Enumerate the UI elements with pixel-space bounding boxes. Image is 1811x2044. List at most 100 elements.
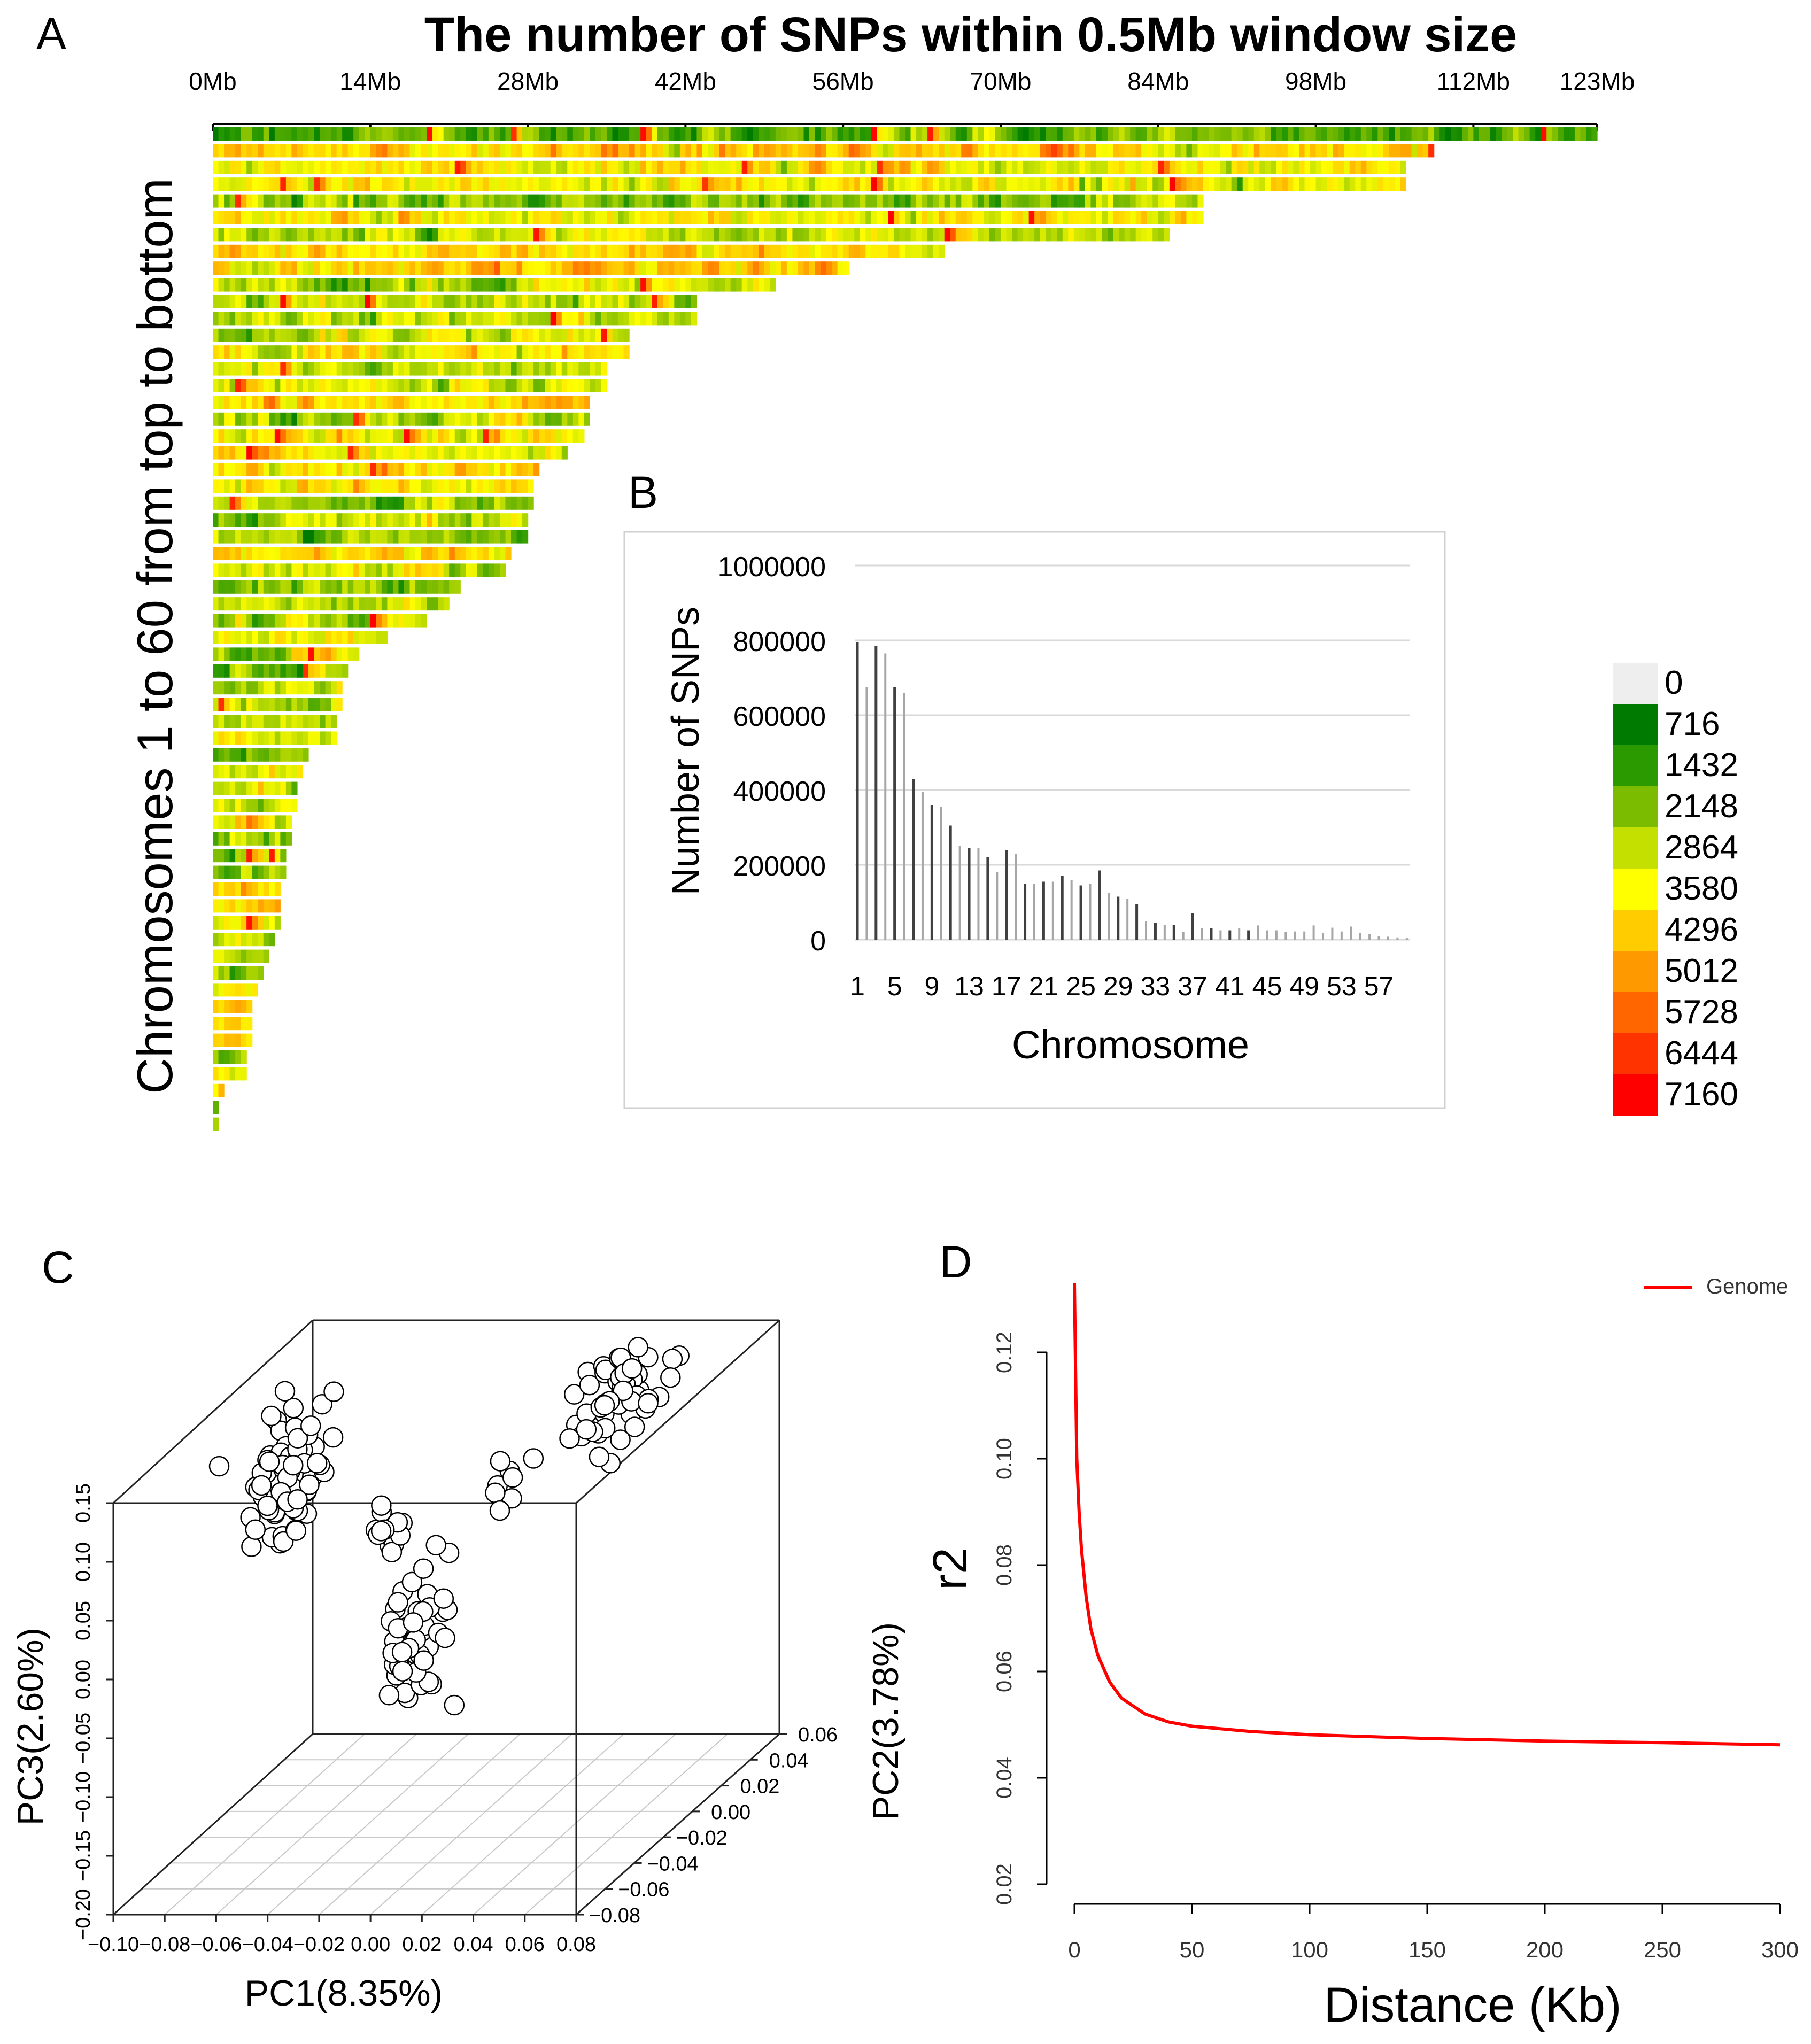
- snp-window-cell: [556, 177, 562, 191]
- pca-point: [638, 1393, 659, 1414]
- snp-window-cell: [471, 496, 478, 510]
- snp-window-cell: [1304, 144, 1311, 158]
- snp-window-cell: [359, 580, 365, 594]
- snp-window-cell: [640, 144, 647, 158]
- snp-window-cell: [809, 160, 816, 174]
- snp-window-cell: [342, 479, 349, 493]
- snp-window-cell: [1073, 160, 1080, 174]
- snp-window-cell: [792, 244, 799, 258]
- snp-window-cell: [652, 144, 658, 158]
- snp-window-cell: [511, 160, 517, 174]
- snp-window-cell: [285, 362, 292, 376]
- snp-window-cell: [606, 244, 613, 258]
- snp-window-cell: [280, 396, 287, 409]
- snp-window-cell: [612, 295, 618, 308]
- snp-window-cell: [449, 580, 455, 594]
- snp-window-cell: [1344, 144, 1350, 158]
- snp-window-cell: [432, 597, 438, 611]
- snp-window-cell: [224, 328, 230, 342]
- snp-window-cell: [274, 312, 281, 326]
- snp-window-cell: [353, 144, 360, 158]
- snp-window-cell: [370, 211, 376, 224]
- snp-window-cell: [1377, 127, 1384, 141]
- snp-window-cell: [595, 278, 602, 292]
- snp-window-cell: [499, 194, 506, 208]
- snp-window-cell: [392, 127, 399, 141]
- snp-window-cell: [325, 127, 331, 141]
- snp-window-cell: [365, 614, 371, 628]
- panel-c: C −0.10 −0.08 −0.06 −0.04 −0.02 0.00 0.02 0.04 0…: [10, 1242, 906, 2014]
- snp-window-cell: [590, 261, 596, 275]
- snp-window-cell: [595, 345, 602, 359]
- snp-window-cell: [1422, 127, 1429, 141]
- snp-window-cell: [229, 597, 236, 611]
- snp-window-cell: [646, 144, 652, 158]
- snp-window-cell: [235, 396, 242, 409]
- snp-window-cell: [1062, 228, 1069, 242]
- snp-window-cell: [792, 194, 799, 208]
- snp-window-cell: [1152, 228, 1159, 242]
- snp-window-cell: [1355, 144, 1361, 158]
- snp-window-cell: [381, 513, 388, 527]
- snp-window-cell: [241, 312, 247, 326]
- snp-window-cell: [241, 177, 247, 191]
- snp-window-cell: [556, 396, 562, 409]
- chromosome-row: [213, 748, 309, 762]
- snp-window-cell: [320, 597, 326, 611]
- snp-window-cell: [775, 194, 781, 208]
- snp-window-cell: [1394, 177, 1401, 191]
- snp-window-cell: [786, 177, 793, 191]
- snp-window-cell: [550, 396, 556, 409]
- snp-window-cell: [246, 463, 253, 476]
- snp-window-cell: [747, 261, 754, 275]
- snp-window-cell: [241, 597, 247, 611]
- snp-window-cell: [291, 160, 298, 174]
- snp-window-cell: [471, 563, 478, 577]
- snp-window-cell: [595, 160, 602, 174]
- snp-window-cell: [714, 228, 720, 242]
- snp-window-cell: [235, 345, 242, 359]
- snp-window-cell: [545, 379, 551, 392]
- snp-window-cell: [342, 513, 349, 527]
- snp-window-cell: [477, 228, 483, 242]
- snp-window-cell: [404, 429, 411, 443]
- snp-window-cell: [1046, 194, 1052, 208]
- snp-window-cell: [218, 916, 225, 930]
- snp-window-cell: [505, 144, 512, 158]
- snp-window-cell: [888, 244, 894, 258]
- snp-window-cell: [229, 916, 236, 930]
- snp-window-cell: [578, 362, 585, 376]
- snp-window-cell: [595, 177, 602, 191]
- snp-window-cell: [865, 244, 872, 258]
- snp-window-cell: [1502, 127, 1508, 141]
- snp-window-cell: [1535, 127, 1542, 141]
- pca-point: [312, 1393, 332, 1415]
- snp-window-cell: [314, 513, 320, 527]
- snp-window-cell: [263, 597, 269, 611]
- snp-window-cell: [646, 127, 652, 141]
- snp-window-cell: [567, 429, 574, 443]
- snp-window-cell: [466, 362, 472, 376]
- snp-window-cell: [1169, 160, 1175, 174]
- snp-window-cell: [657, 194, 663, 208]
- snp-window-cell: [370, 261, 376, 275]
- snp-window-cell: [528, 127, 534, 141]
- pca-point: [594, 1395, 615, 1416]
- snp-window-cell: [865, 127, 872, 141]
- snp-window-cell: [460, 211, 467, 224]
- snp-window-cell: [893, 160, 900, 174]
- snp-window-cell: [719, 278, 725, 292]
- snp-window-cell: [218, 127, 225, 141]
- snp-window-cell: [392, 530, 399, 544]
- snp-window-cell: [646, 194, 652, 208]
- snp-window-cell: [331, 379, 337, 392]
- snp-window-cell: [511, 345, 517, 359]
- snp-window-cell: [1394, 127, 1401, 141]
- snp-window-cell: [685, 177, 692, 191]
- snp-window-cell: [415, 295, 422, 308]
- snp-window-cell: [1000, 211, 1007, 224]
- snp-window-cell: [460, 563, 467, 577]
- snp-window-cell: [1079, 194, 1086, 208]
- snp-window-cell: [421, 194, 427, 208]
- snp-window-cell: [285, 278, 292, 292]
